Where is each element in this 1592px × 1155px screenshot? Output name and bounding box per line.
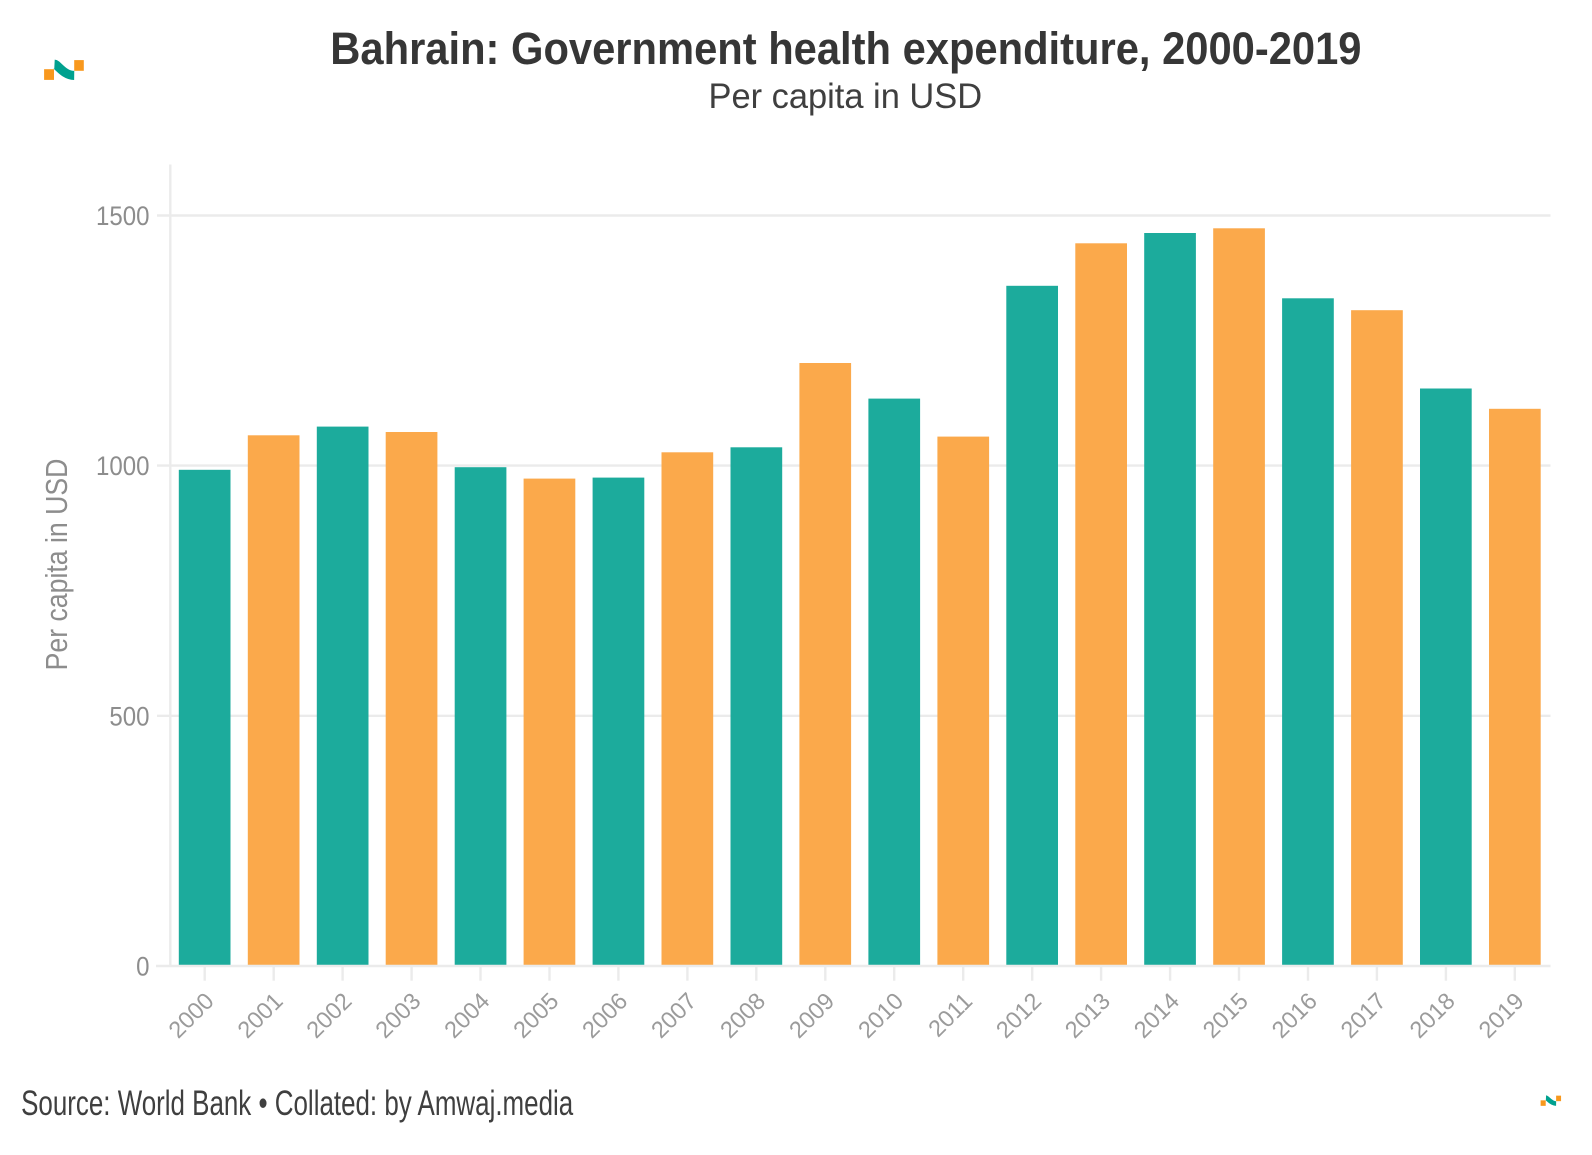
svg-text:Source: World Bank • Collated:: Source: World Bank • Collated: by Amwaj.… — [21, 1083, 574, 1123]
svg-text:Per capita in USD: Per capita in USD — [40, 459, 74, 671]
svg-text:1000: 1000 — [96, 452, 149, 482]
svg-text:Per capita in USD: Per capita in USD — [708, 77, 982, 117]
svg-text:500: 500 — [109, 702, 149, 732]
svg-text:Bahrain: Government health exp: Bahrain: Government health expenditure, … — [330, 24, 1361, 74]
svg-text:1500: 1500 — [96, 202, 149, 232]
svg-text:0: 0 — [136, 952, 149, 982]
